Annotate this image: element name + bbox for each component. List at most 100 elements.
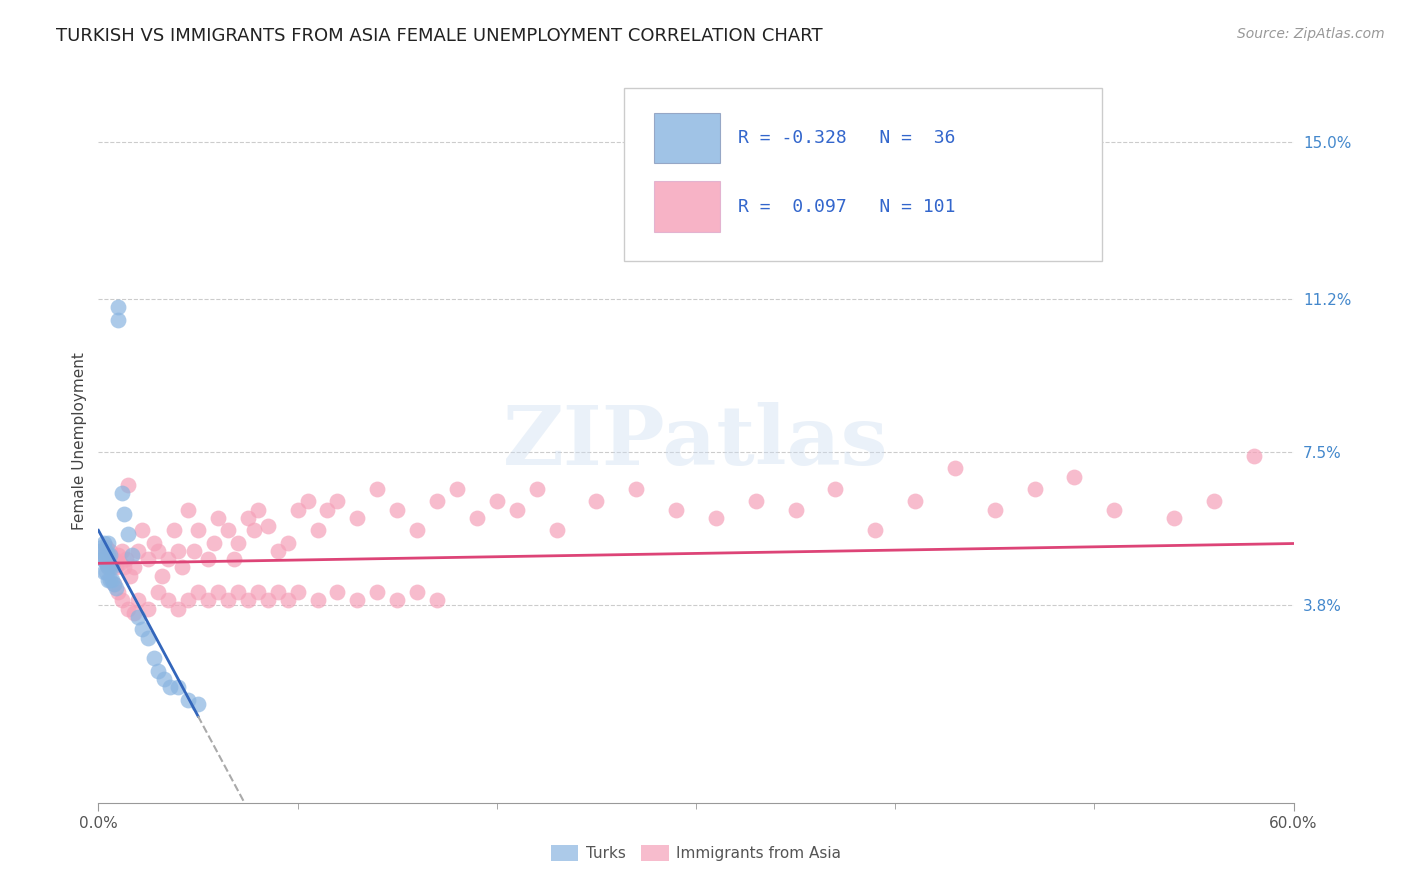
Point bbox=[745, 494, 768, 508]
FancyBboxPatch shape bbox=[654, 181, 720, 232]
Point bbox=[96, 540, 118, 554]
Point bbox=[157, 552, 180, 566]
Point bbox=[111, 544, 134, 558]
Point bbox=[107, 301, 129, 315]
Point bbox=[217, 524, 239, 538]
Point bbox=[246, 502, 269, 516]
Point bbox=[93, 535, 115, 549]
Point bbox=[236, 511, 259, 525]
Point bbox=[243, 524, 266, 538]
Point bbox=[105, 560, 128, 574]
Point bbox=[585, 494, 607, 508]
Point bbox=[226, 535, 249, 549]
Point bbox=[97, 560, 120, 574]
Point bbox=[326, 585, 349, 599]
Point bbox=[346, 511, 368, 525]
Point bbox=[446, 482, 468, 496]
Point bbox=[157, 593, 180, 607]
Point bbox=[153, 672, 176, 686]
Point bbox=[121, 548, 143, 562]
Point bbox=[112, 560, 135, 574]
Text: Source: ZipAtlas.com: Source: ZipAtlas.com bbox=[1237, 27, 1385, 41]
Point bbox=[277, 593, 299, 607]
Point bbox=[406, 585, 429, 599]
Point bbox=[159, 680, 181, 694]
Point bbox=[148, 664, 170, 678]
Point bbox=[107, 585, 129, 599]
Point bbox=[366, 585, 388, 599]
Point bbox=[984, 502, 1007, 516]
FancyBboxPatch shape bbox=[624, 87, 1102, 260]
Point bbox=[256, 593, 278, 607]
Point bbox=[98, 544, 122, 558]
Point bbox=[97, 535, 120, 549]
Point bbox=[904, 494, 927, 508]
Point bbox=[316, 502, 339, 516]
Point bbox=[107, 312, 129, 326]
Point bbox=[91, 540, 114, 554]
Point bbox=[824, 482, 846, 496]
Point bbox=[277, 535, 299, 549]
Point bbox=[143, 535, 166, 549]
Point bbox=[426, 494, 449, 508]
Point bbox=[326, 494, 349, 508]
Point bbox=[167, 544, 190, 558]
Text: R =  0.097   N = 101: R = 0.097 N = 101 bbox=[738, 198, 955, 216]
Point bbox=[207, 585, 229, 599]
Point bbox=[111, 593, 134, 607]
Point bbox=[346, 593, 368, 607]
Point bbox=[267, 544, 290, 558]
Point bbox=[136, 552, 159, 566]
Point bbox=[172, 560, 194, 574]
Point bbox=[177, 502, 200, 516]
Point bbox=[98, 560, 122, 574]
Point bbox=[704, 511, 727, 525]
Point bbox=[785, 502, 807, 516]
Point bbox=[101, 560, 124, 574]
Point bbox=[297, 494, 319, 508]
Point bbox=[110, 557, 132, 571]
Point bbox=[865, 524, 887, 538]
Point bbox=[665, 502, 688, 516]
Point bbox=[526, 482, 548, 496]
Point bbox=[97, 548, 120, 562]
Point bbox=[101, 573, 124, 587]
Point bbox=[426, 593, 449, 607]
Point bbox=[246, 585, 269, 599]
Point bbox=[143, 651, 166, 665]
Point bbox=[98, 548, 122, 562]
Point bbox=[406, 524, 429, 538]
Text: ZIPatlas: ZIPatlas bbox=[503, 401, 889, 482]
Text: R = -0.328   N =  36: R = -0.328 N = 36 bbox=[738, 129, 955, 147]
Point bbox=[187, 524, 209, 538]
Point bbox=[127, 610, 149, 624]
Point bbox=[485, 494, 508, 508]
Point bbox=[103, 552, 125, 566]
Point bbox=[183, 544, 205, 558]
Point bbox=[267, 585, 290, 599]
Point bbox=[465, 511, 488, 525]
Point bbox=[177, 692, 200, 706]
Point bbox=[103, 577, 125, 591]
Point bbox=[136, 631, 159, 645]
Point bbox=[117, 478, 139, 492]
Point bbox=[943, 461, 966, 475]
Point bbox=[236, 593, 259, 607]
Point bbox=[1202, 494, 1225, 508]
Point bbox=[197, 593, 219, 607]
Point bbox=[103, 577, 125, 591]
Point bbox=[117, 601, 139, 615]
Point bbox=[107, 548, 129, 562]
Point bbox=[217, 593, 239, 607]
Point bbox=[98, 573, 122, 587]
Point bbox=[150, 568, 173, 582]
Point bbox=[1024, 482, 1046, 496]
Y-axis label: Female Unemployment: Female Unemployment bbox=[72, 352, 87, 531]
Point bbox=[385, 593, 409, 607]
Point bbox=[115, 552, 138, 566]
Point bbox=[385, 502, 409, 516]
Point bbox=[127, 544, 149, 558]
Point bbox=[506, 502, 529, 516]
Point bbox=[307, 524, 329, 538]
Point bbox=[226, 585, 249, 599]
